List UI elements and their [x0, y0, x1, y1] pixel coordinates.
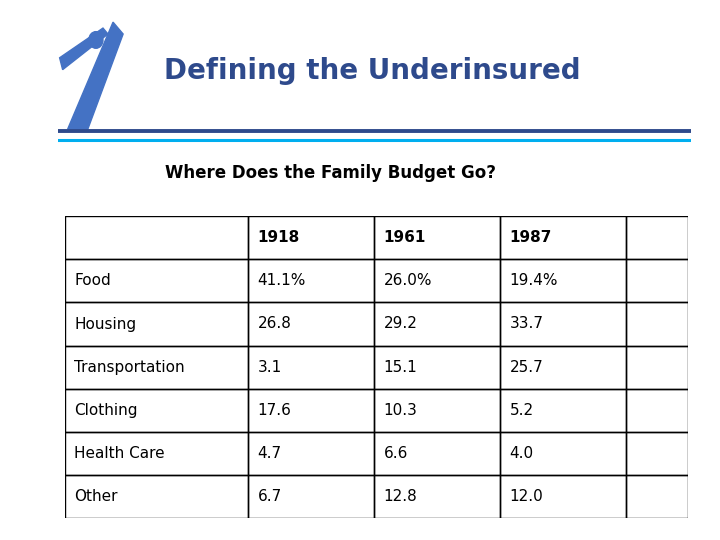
Text: 41.1%: 41.1% [258, 273, 306, 288]
Bar [65, 432, 248, 475]
Bar [65, 389, 248, 432]
Bar [626, 302, 688, 346]
Bar [626, 259, 688, 302]
Text: 33.7: 33.7 [510, 316, 544, 332]
Text: 17.6: 17.6 [258, 403, 292, 418]
Text: 12.8: 12.8 [384, 489, 418, 504]
Text: Housing: Housing [74, 316, 136, 332]
Text: Where Does the Family Budget Go?: Where Does the Family Budget Go? [166, 164, 496, 181]
Text: 5.2: 5.2 [510, 403, 534, 418]
Bar [500, 432, 626, 475]
Text: 25.7: 25.7 [510, 360, 544, 375]
Bar [626, 389, 688, 432]
Text: Transportation: Transportation [74, 360, 185, 375]
Bar [374, 432, 500, 475]
Text: 3.1: 3.1 [258, 360, 282, 375]
Bar [500, 216, 626, 259]
Bar [65, 302, 248, 346]
Polygon shape [68, 22, 123, 129]
Text: 19.4%: 19.4% [510, 273, 558, 288]
Text: Defining the Underinsured: Defining the Underinsured [163, 57, 580, 85]
Bar [374, 302, 500, 346]
Text: Clothing: Clothing [74, 403, 138, 418]
Text: 12.0: 12.0 [510, 489, 544, 504]
Text: Food: Food [74, 273, 111, 288]
Bar [65, 259, 248, 302]
Text: Health Care: Health Care [74, 446, 165, 461]
Bar [626, 432, 688, 475]
Bar [248, 389, 374, 432]
Bar [500, 302, 626, 346]
Text: 1987: 1987 [510, 230, 552, 245]
Bar [500, 389, 626, 432]
Bar [500, 475, 626, 518]
Bar [500, 346, 626, 389]
Polygon shape [60, 28, 108, 70]
Bar [626, 475, 688, 518]
Bar [500, 259, 626, 302]
Text: 1918: 1918 [258, 230, 300, 245]
Text: 6.7: 6.7 [258, 489, 282, 504]
Circle shape [89, 32, 103, 48]
Text: 1961: 1961 [384, 230, 426, 245]
Text: 26.0%: 26.0% [384, 273, 432, 288]
Bar [374, 389, 500, 432]
Bar [248, 346, 374, 389]
Bar [248, 432, 374, 475]
Bar [248, 259, 374, 302]
Text: 10.3: 10.3 [384, 403, 418, 418]
Bar [374, 475, 500, 518]
Bar [374, 259, 500, 302]
Text: 29.2: 29.2 [384, 316, 418, 332]
Bar [626, 346, 688, 389]
Text: 26.8: 26.8 [258, 316, 292, 332]
Bar [65, 475, 248, 518]
Bar [248, 475, 374, 518]
Bar [374, 346, 500, 389]
Bar [65, 346, 248, 389]
Text: 4.7: 4.7 [258, 446, 282, 461]
Text: 6.6: 6.6 [384, 446, 408, 461]
Text: 4.0: 4.0 [510, 446, 534, 461]
Bar [374, 216, 500, 259]
Bar [248, 216, 374, 259]
Bar [65, 216, 248, 259]
Bar [248, 302, 374, 346]
Bar [626, 216, 688, 259]
Text: 15.1: 15.1 [384, 360, 418, 375]
Text: Other: Other [74, 489, 117, 504]
